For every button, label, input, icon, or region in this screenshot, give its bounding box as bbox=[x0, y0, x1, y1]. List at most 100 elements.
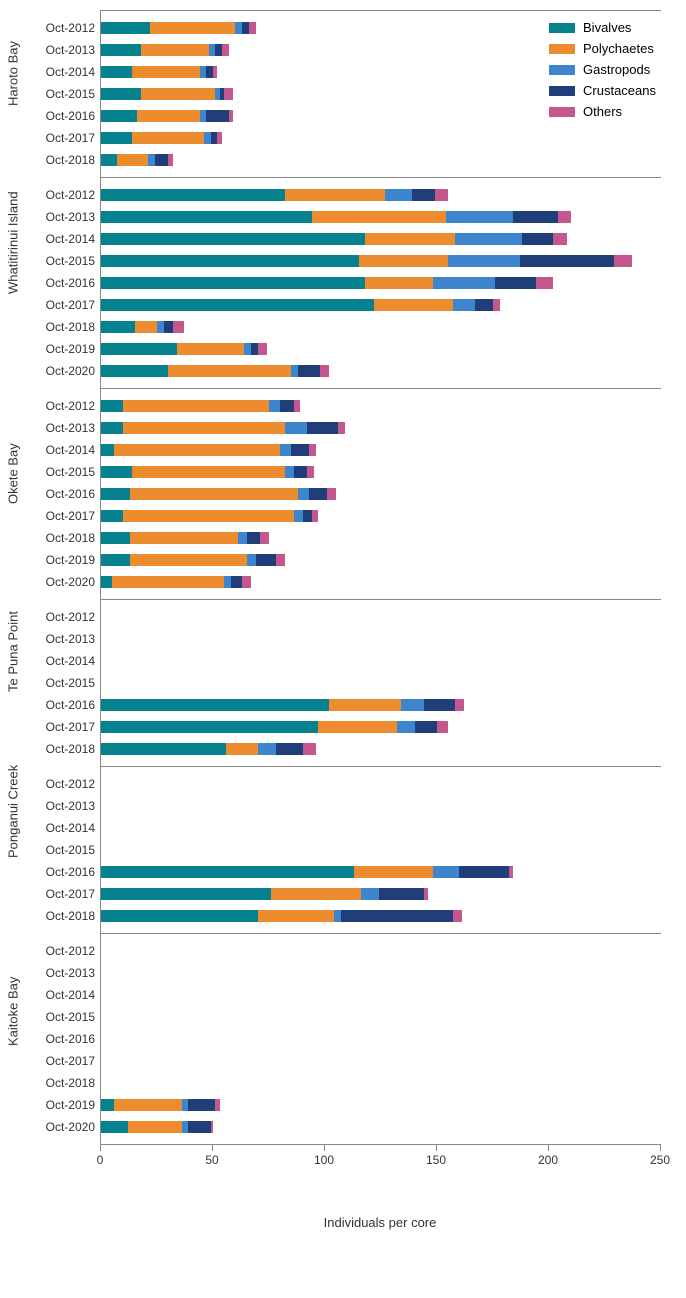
bar-segment bbox=[235, 22, 242, 34]
bar bbox=[101, 233, 567, 245]
bar-segment bbox=[209, 44, 216, 56]
bar-segment bbox=[211, 1121, 213, 1133]
data-row: Oct-2013 bbox=[101, 962, 661, 984]
bar bbox=[101, 888, 428, 900]
bar-segment bbox=[123, 400, 269, 412]
bar-segment bbox=[249, 22, 256, 34]
bar-segment bbox=[307, 422, 338, 434]
bar-segment bbox=[101, 1099, 114, 1111]
bar-segment bbox=[101, 699, 329, 711]
bar bbox=[101, 466, 314, 478]
bar-segment bbox=[204, 132, 211, 144]
row-label: Oct-2012 bbox=[46, 21, 101, 35]
bar-segment bbox=[285, 466, 294, 478]
bar-segment bbox=[173, 321, 184, 333]
bar-segment bbox=[101, 866, 354, 878]
x-tick bbox=[548, 1145, 549, 1151]
bar-segment bbox=[536, 277, 554, 289]
bar-segment bbox=[361, 888, 379, 900]
bar-segment bbox=[433, 277, 496, 289]
bar-segment bbox=[327, 488, 336, 500]
data-row: Oct-2018 bbox=[101, 738, 661, 760]
row-label: Oct-2015 bbox=[46, 676, 101, 690]
bar bbox=[101, 422, 345, 434]
bar-segment bbox=[123, 422, 284, 434]
data-row: Oct-2018 bbox=[101, 316, 661, 338]
data-row: Oct-2014 bbox=[101, 817, 661, 839]
row-label: Oct-2016 bbox=[46, 698, 101, 712]
x-tick-label: 250 bbox=[650, 1153, 670, 1167]
bar bbox=[101, 189, 448, 201]
row-label: Oct-2018 bbox=[46, 320, 101, 334]
bar-segment bbox=[318, 721, 396, 733]
row-label: Oct-2012 bbox=[46, 944, 101, 958]
bar-segment bbox=[224, 88, 233, 100]
row-label: Oct-2015 bbox=[46, 465, 101, 479]
bar-segment bbox=[101, 66, 132, 78]
data-row: Oct-2015 bbox=[101, 672, 661, 694]
bar-segment bbox=[285, 189, 386, 201]
bar bbox=[101, 343, 267, 355]
bar-segment bbox=[101, 554, 130, 566]
bar-segment bbox=[101, 22, 150, 34]
row-label: Oct-2017 bbox=[46, 131, 101, 145]
bar-segment bbox=[101, 400, 123, 412]
bar-segment bbox=[455, 699, 464, 711]
bar bbox=[101, 365, 329, 377]
site-group: Oct-2012Oct-2013Oct-2014Oct-2015Oct-2016… bbox=[100, 10, 661, 177]
site-label: Kaitoke Bay bbox=[6, 1020, 21, 1046]
data-row: Oct-2020 bbox=[101, 1116, 661, 1138]
bar-segment bbox=[493, 299, 500, 311]
data-row: Oct-2016 bbox=[101, 105, 661, 127]
bar-segment bbox=[101, 488, 130, 500]
bar-segment bbox=[256, 554, 276, 566]
bar-segment bbox=[303, 510, 312, 522]
bar-segment bbox=[522, 233, 553, 245]
row-label: Oct-2016 bbox=[46, 1032, 101, 1046]
data-row: Oct-2018 bbox=[101, 527, 661, 549]
bar-segment bbox=[247, 532, 260, 544]
bar-segment bbox=[213, 66, 217, 78]
bar-segment bbox=[294, 466, 307, 478]
bar-segment bbox=[117, 154, 148, 166]
data-row: Oct-2012 bbox=[101, 395, 661, 417]
bar bbox=[101, 488, 336, 500]
bar-segment bbox=[132, 132, 204, 144]
row-label: Oct-2012 bbox=[46, 399, 101, 413]
data-row: Oct-2017 bbox=[101, 883, 661, 905]
data-row: Oct-2015 bbox=[101, 461, 661, 483]
bar-segment bbox=[182, 1099, 189, 1111]
row-label: Oct-2014 bbox=[46, 232, 101, 246]
bar-segment bbox=[294, 400, 301, 412]
bar-segment bbox=[101, 277, 365, 289]
bar bbox=[101, 22, 256, 34]
bar-segment bbox=[446, 211, 513, 223]
bar-segment bbox=[520, 255, 614, 267]
row-label: Oct-2015 bbox=[46, 843, 101, 857]
bar-segment bbox=[229, 110, 233, 122]
bar-segment bbox=[101, 466, 132, 478]
bar-segment bbox=[217, 132, 221, 144]
data-row: Oct-2017 bbox=[101, 127, 661, 149]
x-tick bbox=[100, 1145, 101, 1151]
bar-segment bbox=[312, 510, 319, 522]
bar-segment bbox=[231, 576, 242, 588]
row-label: Oct-2013 bbox=[46, 799, 101, 813]
bar bbox=[101, 44, 229, 56]
bar-segment bbox=[513, 211, 558, 223]
bar-segment bbox=[298, 365, 320, 377]
bar-segment bbox=[247, 554, 256, 566]
bar-segment bbox=[385, 189, 412, 201]
bar bbox=[101, 1099, 220, 1111]
data-row: Oct-2014 bbox=[101, 984, 661, 1006]
bar-segment bbox=[101, 422, 123, 434]
bar bbox=[101, 444, 316, 456]
data-row: Oct-2014 bbox=[101, 228, 661, 250]
bar-segment bbox=[309, 444, 316, 456]
data-row: Oct-2018 bbox=[101, 1072, 661, 1094]
bar-segment bbox=[379, 888, 424, 900]
bar-segment bbox=[101, 44, 141, 56]
bar-segment bbox=[329, 699, 401, 711]
bar-segment bbox=[101, 532, 130, 544]
bar-segment bbox=[150, 22, 235, 34]
